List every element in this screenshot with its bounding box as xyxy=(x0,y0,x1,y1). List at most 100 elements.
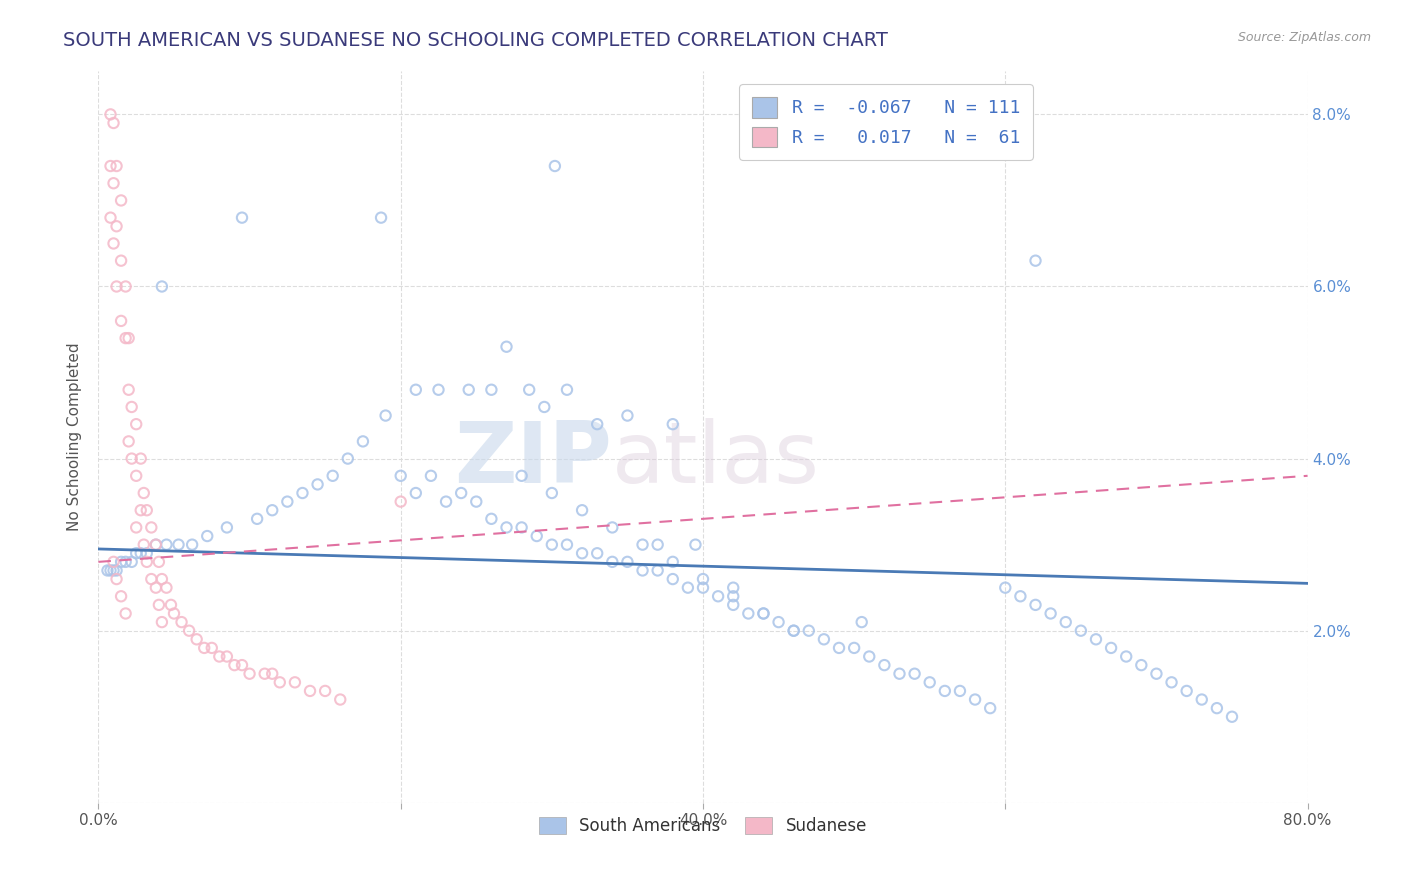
Point xyxy=(965,692,987,706)
Point xyxy=(1144,666,1167,681)
Point xyxy=(544,159,567,173)
Point xyxy=(291,486,314,500)
Text: ZIP: ZIP xyxy=(454,417,613,500)
Point xyxy=(141,520,163,534)
Point xyxy=(118,383,141,397)
Point xyxy=(1054,615,1077,629)
Point xyxy=(132,538,155,552)
Point xyxy=(616,555,638,569)
Point xyxy=(934,684,956,698)
Point xyxy=(555,538,578,552)
Point xyxy=(231,211,253,225)
Point xyxy=(405,383,427,397)
Point xyxy=(420,468,443,483)
Point xyxy=(647,564,669,578)
Point xyxy=(692,581,714,595)
Point xyxy=(193,640,215,655)
Point xyxy=(1085,632,1108,647)
Point xyxy=(224,658,246,673)
Point xyxy=(103,236,125,251)
Point xyxy=(768,615,790,629)
Point xyxy=(110,253,132,268)
Point xyxy=(135,503,157,517)
Point xyxy=(495,520,517,534)
Point xyxy=(737,607,759,621)
Point xyxy=(96,564,118,578)
Point xyxy=(121,400,143,414)
Point xyxy=(125,546,148,560)
Point xyxy=(616,409,638,423)
Point xyxy=(110,589,132,603)
Point xyxy=(262,503,284,517)
Point xyxy=(105,279,128,293)
Point xyxy=(828,640,851,655)
Point xyxy=(135,546,157,560)
Point xyxy=(135,555,157,569)
Point xyxy=(844,640,866,655)
Point xyxy=(405,486,427,500)
Point xyxy=(246,512,269,526)
Point xyxy=(370,211,392,225)
Point xyxy=(160,598,183,612)
Point xyxy=(1024,253,1046,268)
Point xyxy=(186,632,208,647)
Point xyxy=(179,624,201,638)
Point xyxy=(239,666,262,681)
Point xyxy=(103,555,125,569)
Point xyxy=(1191,692,1213,706)
Point xyxy=(105,572,128,586)
Point xyxy=(125,520,148,534)
Point xyxy=(103,176,125,190)
Point xyxy=(145,538,167,552)
Point xyxy=(979,701,1001,715)
Point xyxy=(129,546,152,560)
Point xyxy=(481,512,503,526)
Point xyxy=(181,538,204,552)
Point xyxy=(231,658,253,673)
Point xyxy=(195,529,218,543)
Point xyxy=(510,520,533,534)
Point xyxy=(307,477,329,491)
Text: Source: ZipAtlas.com: Source: ZipAtlas.com xyxy=(1237,31,1371,45)
Point xyxy=(110,194,132,208)
Point xyxy=(148,555,170,569)
Point xyxy=(314,684,336,698)
Point xyxy=(676,581,699,595)
Point xyxy=(208,649,231,664)
Point xyxy=(322,468,344,483)
Point xyxy=(647,538,669,552)
Point xyxy=(517,383,540,397)
Point xyxy=(114,279,136,293)
Point xyxy=(723,598,745,612)
Point xyxy=(170,615,193,629)
Point xyxy=(873,658,896,673)
Point xyxy=(1099,640,1122,655)
Point xyxy=(555,383,578,397)
Point xyxy=(215,520,238,534)
Point xyxy=(148,598,170,612)
Y-axis label: No Schooling Completed: No Schooling Completed xyxy=(67,343,83,532)
Point xyxy=(1175,684,1198,698)
Point xyxy=(150,572,173,586)
Point xyxy=(110,314,132,328)
Point xyxy=(1115,649,1137,664)
Point xyxy=(752,607,775,621)
Point xyxy=(129,503,152,517)
Point xyxy=(118,331,141,345)
Legend: South Americans, Sudanese: South Americans, Sudanese xyxy=(533,811,873,842)
Point xyxy=(132,486,155,500)
Point xyxy=(427,383,450,397)
Point xyxy=(510,468,533,483)
Point xyxy=(389,494,412,508)
Point xyxy=(374,409,396,423)
Point xyxy=(125,468,148,483)
Point xyxy=(1024,598,1046,612)
Point xyxy=(103,564,125,578)
Point xyxy=(457,383,479,397)
Point xyxy=(783,624,806,638)
Point xyxy=(201,640,224,655)
Point xyxy=(904,666,927,681)
Point xyxy=(145,581,167,595)
Point xyxy=(352,434,374,449)
Point xyxy=(450,486,472,500)
